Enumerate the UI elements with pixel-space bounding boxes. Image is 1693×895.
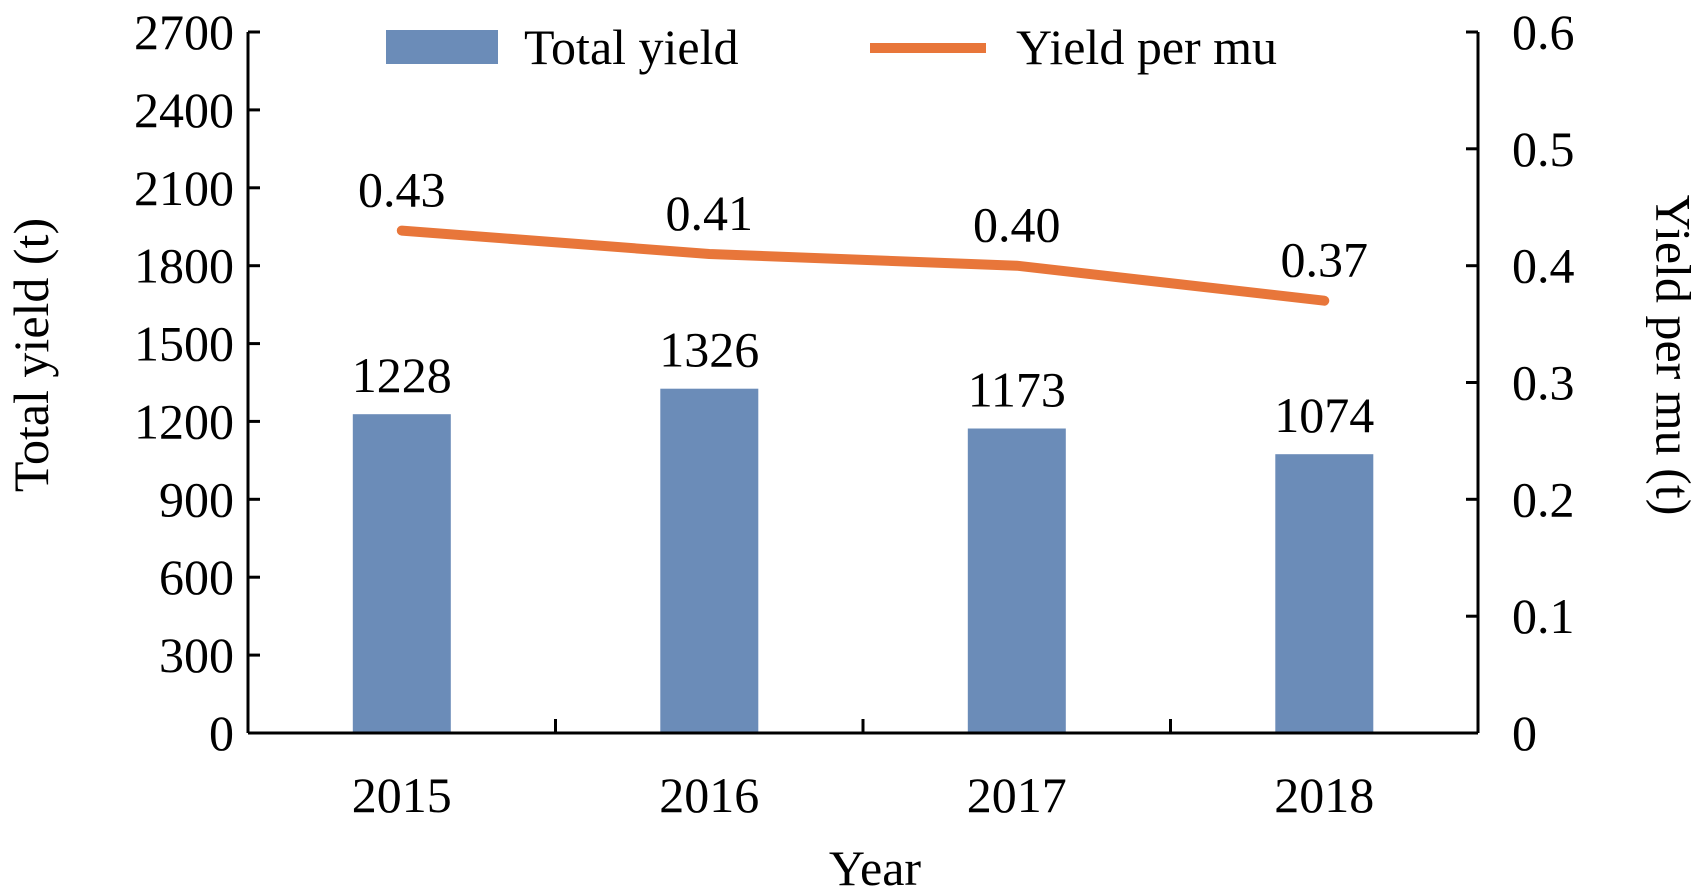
y-tick-label-right-0.5: 0.5: [1512, 121, 1575, 177]
tick-labels: 2015 2016 2017 2018 0 300 600 900 1200 1500 1800 21…: [134, 4, 1575, 823]
y-tick-label-left-600: 600: [159, 549, 234, 605]
x-tick-label-2017: 2017: [967, 767, 1067, 823]
line-value-label-2017: 0.40: [973, 197, 1061, 253]
y-tick-label-right-0: 0: [1512, 705, 1537, 761]
legend-swatch-total-yield: [386, 30, 498, 64]
y-axis-title-left: Total yield (t): [3, 218, 59, 492]
x-axis-title: Year: [829, 840, 921, 895]
y-tick-label-left-2400: 2400: [134, 82, 234, 138]
bar-2015: [352, 414, 451, 733]
legend-label-yield-per-mu: Yield per mu: [1016, 19, 1277, 75]
y-tick-label-left-1200: 1200: [134, 393, 234, 449]
y-tick-label-left-1500: 1500: [134, 316, 234, 372]
line-value-label-2018: 0.37: [1281, 232, 1369, 288]
y-tick-label-right-0.3: 0.3: [1512, 355, 1575, 411]
legend-label-total-yield: Total yield: [524, 19, 739, 75]
bar-2018: [1275, 454, 1374, 733]
bar-2017: [967, 428, 1066, 733]
bar-2016: [660, 388, 759, 733]
y-tick-label-left-2700: 2700: [134, 4, 234, 60]
line-value-label-2016: 0.41: [666, 185, 754, 241]
bar-value-label-2017: 1173: [968, 362, 1066, 418]
y-tick-label-left-0: 0: [209, 705, 234, 761]
bar-value-label-2018: 1074: [1274, 387, 1374, 443]
x-tick-label-2018: 2018: [1274, 767, 1374, 823]
y-tick-label-right-0.6: 0.6: [1512, 4, 1575, 60]
line-series: [396, 225, 1330, 306]
axes: [246, 30, 1480, 735]
y-tick-label-right-0.1: 0.1: [1512, 588, 1575, 644]
y-tick-label-left-1800: 1800: [134, 238, 234, 294]
line-value-label-2015: 0.43: [358, 162, 446, 218]
y-tick-label-right-0.4: 0.4: [1512, 238, 1575, 294]
y-tick-label-left-300: 300: [159, 627, 234, 683]
bar-value-label-2015: 1228: [352, 347, 452, 403]
x-tick-label-2015: 2015: [352, 767, 452, 823]
bar-series: [352, 388, 1374, 733]
bar-value-label-2016: 1326: [659, 322, 759, 378]
x-tick-label-2016: 2016: [659, 767, 759, 823]
data-labels: 1228 1326 1173 1074 0.43 0.41 0.40 0.37: [352, 162, 1375, 444]
y-tick-label-right-0.2: 0.2: [1512, 471, 1575, 527]
y-tick-label-left-2100: 2100: [134, 160, 234, 216]
line-yield-per-mu: [396, 225, 1330, 306]
y-axis-title-right: Yield per mu (t): [1646, 195, 1693, 516]
legend: Total yield Yield per mu: [386, 19, 1277, 75]
y-tick-label-left-900: 900: [159, 471, 234, 527]
